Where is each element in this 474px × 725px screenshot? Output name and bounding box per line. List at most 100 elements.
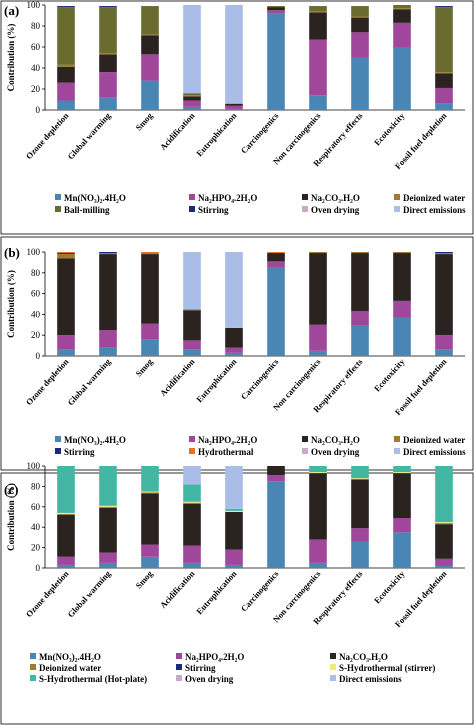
bar-segment (183, 545, 201, 563)
bar-segment (393, 47, 411, 110)
bar-segment (351, 6, 369, 17)
bar-segment (141, 492, 159, 494)
category-label: Carcinogenics (239, 568, 281, 613)
category-label: Ecotoxicity (372, 356, 407, 393)
bar-segment (393, 317, 411, 356)
legend-swatch (330, 664, 336, 670)
bar-segment (57, 253, 75, 255)
y-tick-label: 40 (31, 522, 41, 532)
bar-segment (351, 325, 369, 356)
bar-segment (267, 7, 285, 11)
bar-segment (57, 100, 75, 110)
bar-segment (57, 513, 75, 515)
bar-segment (99, 552, 117, 563)
bar-segment (393, 252, 411, 254)
bar-segment (141, 323, 159, 340)
bar-segment (267, 475, 285, 482)
bar-segment (99, 330, 117, 348)
bar-segment (225, 352, 243, 356)
bar-segment (435, 558, 453, 566)
legend-label: Na₂CO₃.H₂O (311, 435, 360, 445)
bar-segment (99, 466, 117, 506)
legend-label: Ball-milling (64, 205, 110, 215)
bar-segment (141, 493, 159, 545)
panel-c-label: (c) (4, 482, 18, 497)
bar-segment (183, 96, 201, 101)
bar-segment (435, 253, 453, 255)
bar-segment (225, 508, 243, 511)
bar-segment (309, 473, 327, 540)
bar-segment (183, 5, 201, 94)
legend-label: Oven drying (185, 674, 234, 684)
bar-segment (141, 35, 159, 55)
y-tick-label: 0 (36, 563, 41, 573)
bar-segment (393, 473, 411, 519)
bar-segment (267, 253, 285, 262)
bar-segment (267, 481, 285, 568)
bar-segment (57, 82, 75, 101)
bar-segment (309, 350, 327, 356)
bar-segment (141, 556, 159, 568)
y-tick-label: 80 (31, 21, 41, 31)
y-axis-title: Contribution (%) (6, 270, 16, 338)
bar-segment (183, 484, 201, 502)
legend-swatch (302, 206, 308, 212)
bar-segment (393, 9, 411, 23)
bar-segment (351, 252, 369, 254)
legend-label: Na₂HPO₄.2H₂O (198, 193, 257, 203)
bar-segment (309, 466, 327, 473)
y-tick-label: 60 (31, 289, 41, 299)
legend-label: Na₂HPO₄.2H₂O (185, 652, 244, 662)
bar-segment (351, 17, 369, 33)
legend-label: Mn(NO₃)₂.4H₂O (64, 193, 126, 203)
y-tick-label: 20 (31, 330, 41, 340)
category-label: Ozone depletion (24, 110, 71, 161)
bar-segment (309, 252, 327, 254)
bar-segment (183, 501, 201, 503)
panel-a: (a) Contribution (%) 0 20 40 60 80 100 Ozone de… (0, 0, 474, 235)
legend-swatch (189, 194, 195, 200)
bar-segment (57, 466, 75, 513)
legend-swatch (189, 448, 195, 454)
legend-label: Mn(NO₃)₂.4H₂O (39, 652, 101, 662)
category-label: Smog (133, 110, 155, 132)
legend-swatch (55, 448, 61, 454)
bar-segment (351, 253, 369, 312)
legend-label: S-Hydrothermal (stirrer) (339, 663, 435, 673)
bar-segment (351, 528, 369, 542)
bar-segment (267, 267, 285, 356)
bar-segment (393, 253, 411, 301)
bar-segment (183, 93, 201, 96)
y-tick-label: 20 (31, 84, 41, 94)
panel-b-label: (b) (4, 245, 20, 260)
bar-segment (183, 309, 201, 311)
bar-segment (225, 108, 243, 110)
bar-segment (57, 514, 75, 557)
bar-segment (393, 5, 411, 9)
legend-swatch (189, 206, 195, 212)
bar-segment (435, 335, 453, 350)
bar-segment (183, 502, 201, 504)
bar-segment (57, 512, 75, 514)
legend-swatch (30, 653, 36, 659)
legend-swatch (330, 675, 336, 681)
legend-label: Na₂HPO₄.2H₂O (198, 435, 257, 445)
legend-label: S-Hydrothermal (Hot-plate) (39, 674, 147, 684)
legend-swatch (176, 675, 182, 681)
bar-segment (309, 253, 327, 325)
category-label: Ozone depletion (24, 356, 71, 407)
y-tick-label: 60 (31, 42, 41, 52)
bar-segment (393, 300, 411, 318)
bar-segment (393, 8, 411, 10)
legend-label: Deionized water (403, 193, 465, 203)
bar-segment (99, 253, 117, 255)
bar-segment (435, 349, 453, 356)
bar-segment (225, 549, 243, 565)
bar-segment (267, 13, 285, 110)
bar-segment (225, 564, 243, 568)
bar-segment (57, 252, 75, 254)
bar-segment (435, 7, 453, 73)
bar-segment (141, 6, 159, 35)
bar-segment (351, 479, 369, 529)
category-label: Global warming (65, 356, 113, 407)
